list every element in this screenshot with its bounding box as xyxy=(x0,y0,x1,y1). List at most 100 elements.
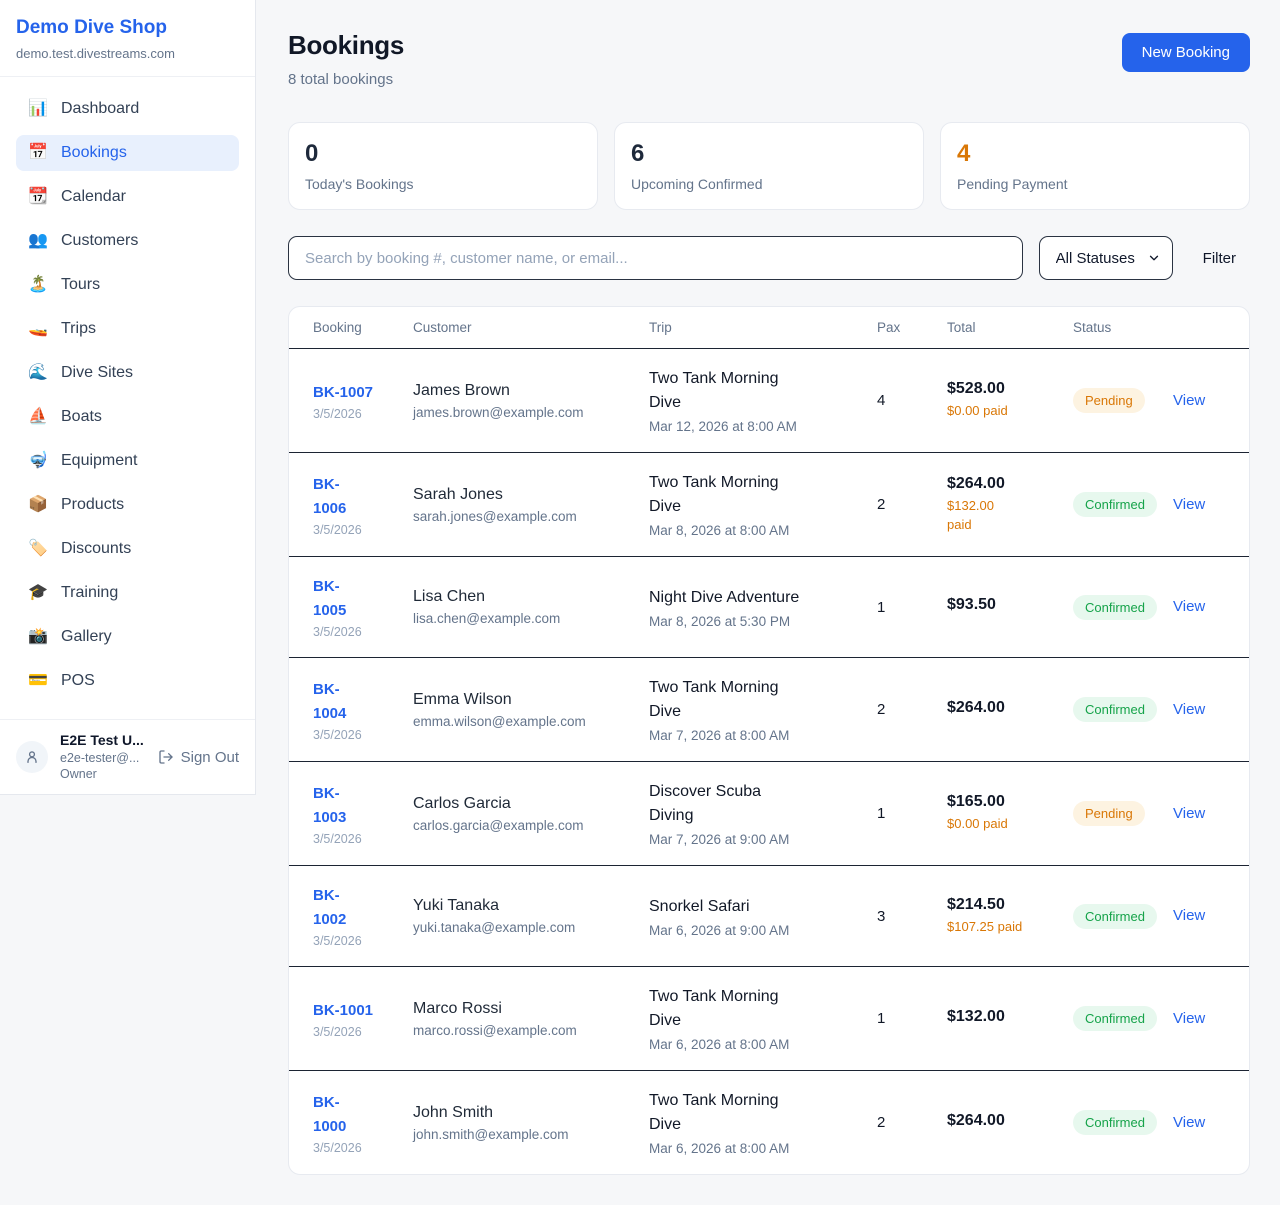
nav-item-label: Training xyxy=(61,584,119,601)
view-link[interactable]: View xyxy=(1173,804,1206,822)
sidebar-item-training[interactable]: 🎓 Training xyxy=(16,575,239,611)
user-name: E2E Test U... xyxy=(60,732,144,748)
booking-number-link[interactable]: BK- 1003 xyxy=(313,784,347,826)
trip-datetime: Mar 8, 2026 at 8:00 AM xyxy=(649,523,790,538)
total-amount: $165.00 xyxy=(947,793,1005,811)
sidebar-user-section: E2E Test U... e2e-tester@... Owner Sign … xyxy=(0,719,255,794)
nav-item-icon: 🤿 xyxy=(28,452,48,469)
view-link[interactable]: View xyxy=(1173,598,1206,615)
status-badge: Confirmed xyxy=(1073,492,1157,517)
paid-amount: $0.00 paid xyxy=(947,816,1008,832)
filter-button[interactable]: Filter xyxy=(1189,250,1250,267)
nav-item-icon: 👥 xyxy=(28,232,48,249)
nav-item-icon: 📊 xyxy=(28,100,48,117)
stat-label: Pending Payment xyxy=(957,176,1068,192)
nav-item-label: Boats xyxy=(61,408,102,425)
nav-item-icon: 🏷️ xyxy=(28,540,48,557)
stat-value: 6 xyxy=(631,140,645,167)
sidebar-item-discounts[interactable]: 🏷️ Discounts xyxy=(16,531,239,567)
view-link[interactable]: View xyxy=(1173,1009,1206,1027)
booking-number-link[interactable]: BK-1007 xyxy=(313,383,374,401)
sign-out-label: Sign Out xyxy=(180,748,239,766)
customer-email: marco.rossi@example.com xyxy=(413,1022,577,1038)
pax-count: 2 xyxy=(865,1070,935,1174)
view-link[interactable]: View xyxy=(1173,907,1206,924)
trip-datetime: Mar 6, 2026 at 9:00 AM xyxy=(649,922,790,938)
stat-card-pending-payment: 4 Pending Payment xyxy=(940,122,1250,210)
view-link[interactable]: View xyxy=(1173,495,1206,513)
sign-out-button[interactable]: Sign Out xyxy=(158,749,239,766)
sidebar-item-bookings[interactable]: 📅 Bookings xyxy=(16,135,239,171)
status-badge: Confirmed xyxy=(1073,697,1157,722)
sidebar-item-boats[interactable]: ⛵ Boats xyxy=(16,399,239,435)
sidebar-item-equipment[interactable]: 🤿 Equipment xyxy=(16,443,239,479)
sidebar-header: Demo Dive Shop demo.test.divestreams.com xyxy=(0,0,255,77)
booking-number-link[interactable]: BK- 1000 xyxy=(313,1093,347,1135)
nav-item-icon: 🎓 xyxy=(28,584,48,601)
status-badge: Pending xyxy=(1073,801,1145,826)
nav-item-label: Dive Sites xyxy=(61,364,134,381)
total-amount: $264.00 xyxy=(947,474,1005,492)
customer-email: lisa.chen@example.com xyxy=(413,611,561,626)
booking-date: 3/5/2026 xyxy=(313,522,362,537)
sidebar-item-gallery[interactable]: 📸 Gallery xyxy=(16,619,239,655)
customer-email: emma.wilson@example.com xyxy=(413,713,586,729)
total-amount: $132.00 xyxy=(947,1007,1005,1025)
stat-label: Upcoming Confirmed xyxy=(631,176,763,192)
column-header-trip: Trip xyxy=(637,307,865,349)
user-info: E2E Test U... e2e-tester@... Owner xyxy=(60,732,146,782)
status-badge: Confirmed xyxy=(1073,594,1157,620)
nav-item-label: Products xyxy=(61,496,125,513)
trip-datetime: Mar 6, 2026 at 8:00 AM xyxy=(649,1141,790,1156)
view-link[interactable]: View xyxy=(1173,700,1206,718)
booking-number-link[interactable]: BK- 1002 xyxy=(313,887,347,928)
nav-item-label: Trips xyxy=(61,320,96,337)
view-link[interactable]: View xyxy=(1173,1113,1206,1131)
customer-name: Lisa Chen xyxy=(413,588,486,605)
customer-email: sarah.jones@example.com xyxy=(413,508,577,524)
sidebar-item-dashboard[interactable]: 📊 Dashboard xyxy=(16,91,239,127)
sidebar-item-dive-sites[interactable]: 🌊 Dive Sites xyxy=(16,355,239,391)
trip-name: Two Tank Morning Dive xyxy=(649,988,779,1029)
person-icon xyxy=(27,751,37,763)
sidebar-item-calendar[interactable]: 📆 Calendar xyxy=(16,179,239,215)
nav-item-icon: 📆 xyxy=(28,188,48,205)
sidebar-item-trips[interactable]: 🚤 Trips xyxy=(16,311,239,347)
status-badge: Confirmed xyxy=(1073,1110,1157,1135)
nav-item-icon: 🏝️ xyxy=(28,276,48,293)
view-link[interactable]: View xyxy=(1173,391,1206,409)
booking-number-link[interactable]: BK- 1006 xyxy=(313,475,347,517)
booking-number-link[interactable]: BK- 1004 xyxy=(313,680,347,722)
table-row: BK- 1005 3/5/2026 Lisa Chen lisa.chen@ex… xyxy=(289,556,1249,658)
booking-date: 3/5/2026 xyxy=(313,625,362,639)
nav-item-label: POS xyxy=(61,672,95,689)
sign-out-icon xyxy=(158,750,173,764)
column-header-status: Status xyxy=(1061,307,1161,349)
avatar xyxy=(16,741,48,773)
nav-item-label: Equipment xyxy=(61,452,138,469)
status-badge: Pending xyxy=(1073,388,1145,413)
search-input[interactable] xyxy=(288,236,1023,280)
table-row: BK-1007 3/5/2026 James Brown james.brown… xyxy=(289,349,1249,453)
total-amount: $528.00 xyxy=(947,380,1005,398)
trip-datetime: Mar 12, 2026 at 8:00 AM xyxy=(649,419,797,434)
status-filter-select[interactable]: All Statuses xyxy=(1038,236,1173,280)
sidebar-item-tours[interactable]: 🏝️ Tours xyxy=(16,267,239,303)
sidebar-item-pos[interactable]: 💳 POS xyxy=(16,663,239,699)
customer-name: Emma Wilson xyxy=(413,690,512,708)
booking-number-link[interactable]: BK- 1005 xyxy=(313,578,347,619)
paid-amount: $107.25 paid xyxy=(947,918,1023,934)
new-booking-button[interactable]: New Booking xyxy=(1121,33,1250,72)
pax-count: 1 xyxy=(865,966,935,1071)
booking-date: 3/5/2026 xyxy=(313,831,362,846)
pax-count: 1 xyxy=(865,761,935,866)
table-row: BK-1001 3/5/2026 Marco Rossi marco.rossi… xyxy=(289,966,1249,1071)
trip-name: Discover Scuba Diving xyxy=(649,783,762,824)
booking-number-link[interactable]: BK-1001 xyxy=(313,1001,374,1019)
sidebar-item-products[interactable]: 📦 Products xyxy=(16,487,239,523)
brand-domain: demo.test.divestreams.com xyxy=(16,46,175,61)
nav-item-label: Calendar xyxy=(61,188,126,205)
column-header-total: Total xyxy=(935,307,1061,349)
nav-item-icon: 📦 xyxy=(28,496,48,513)
sidebar-item-customers[interactable]: 👥 Customers xyxy=(16,223,239,259)
